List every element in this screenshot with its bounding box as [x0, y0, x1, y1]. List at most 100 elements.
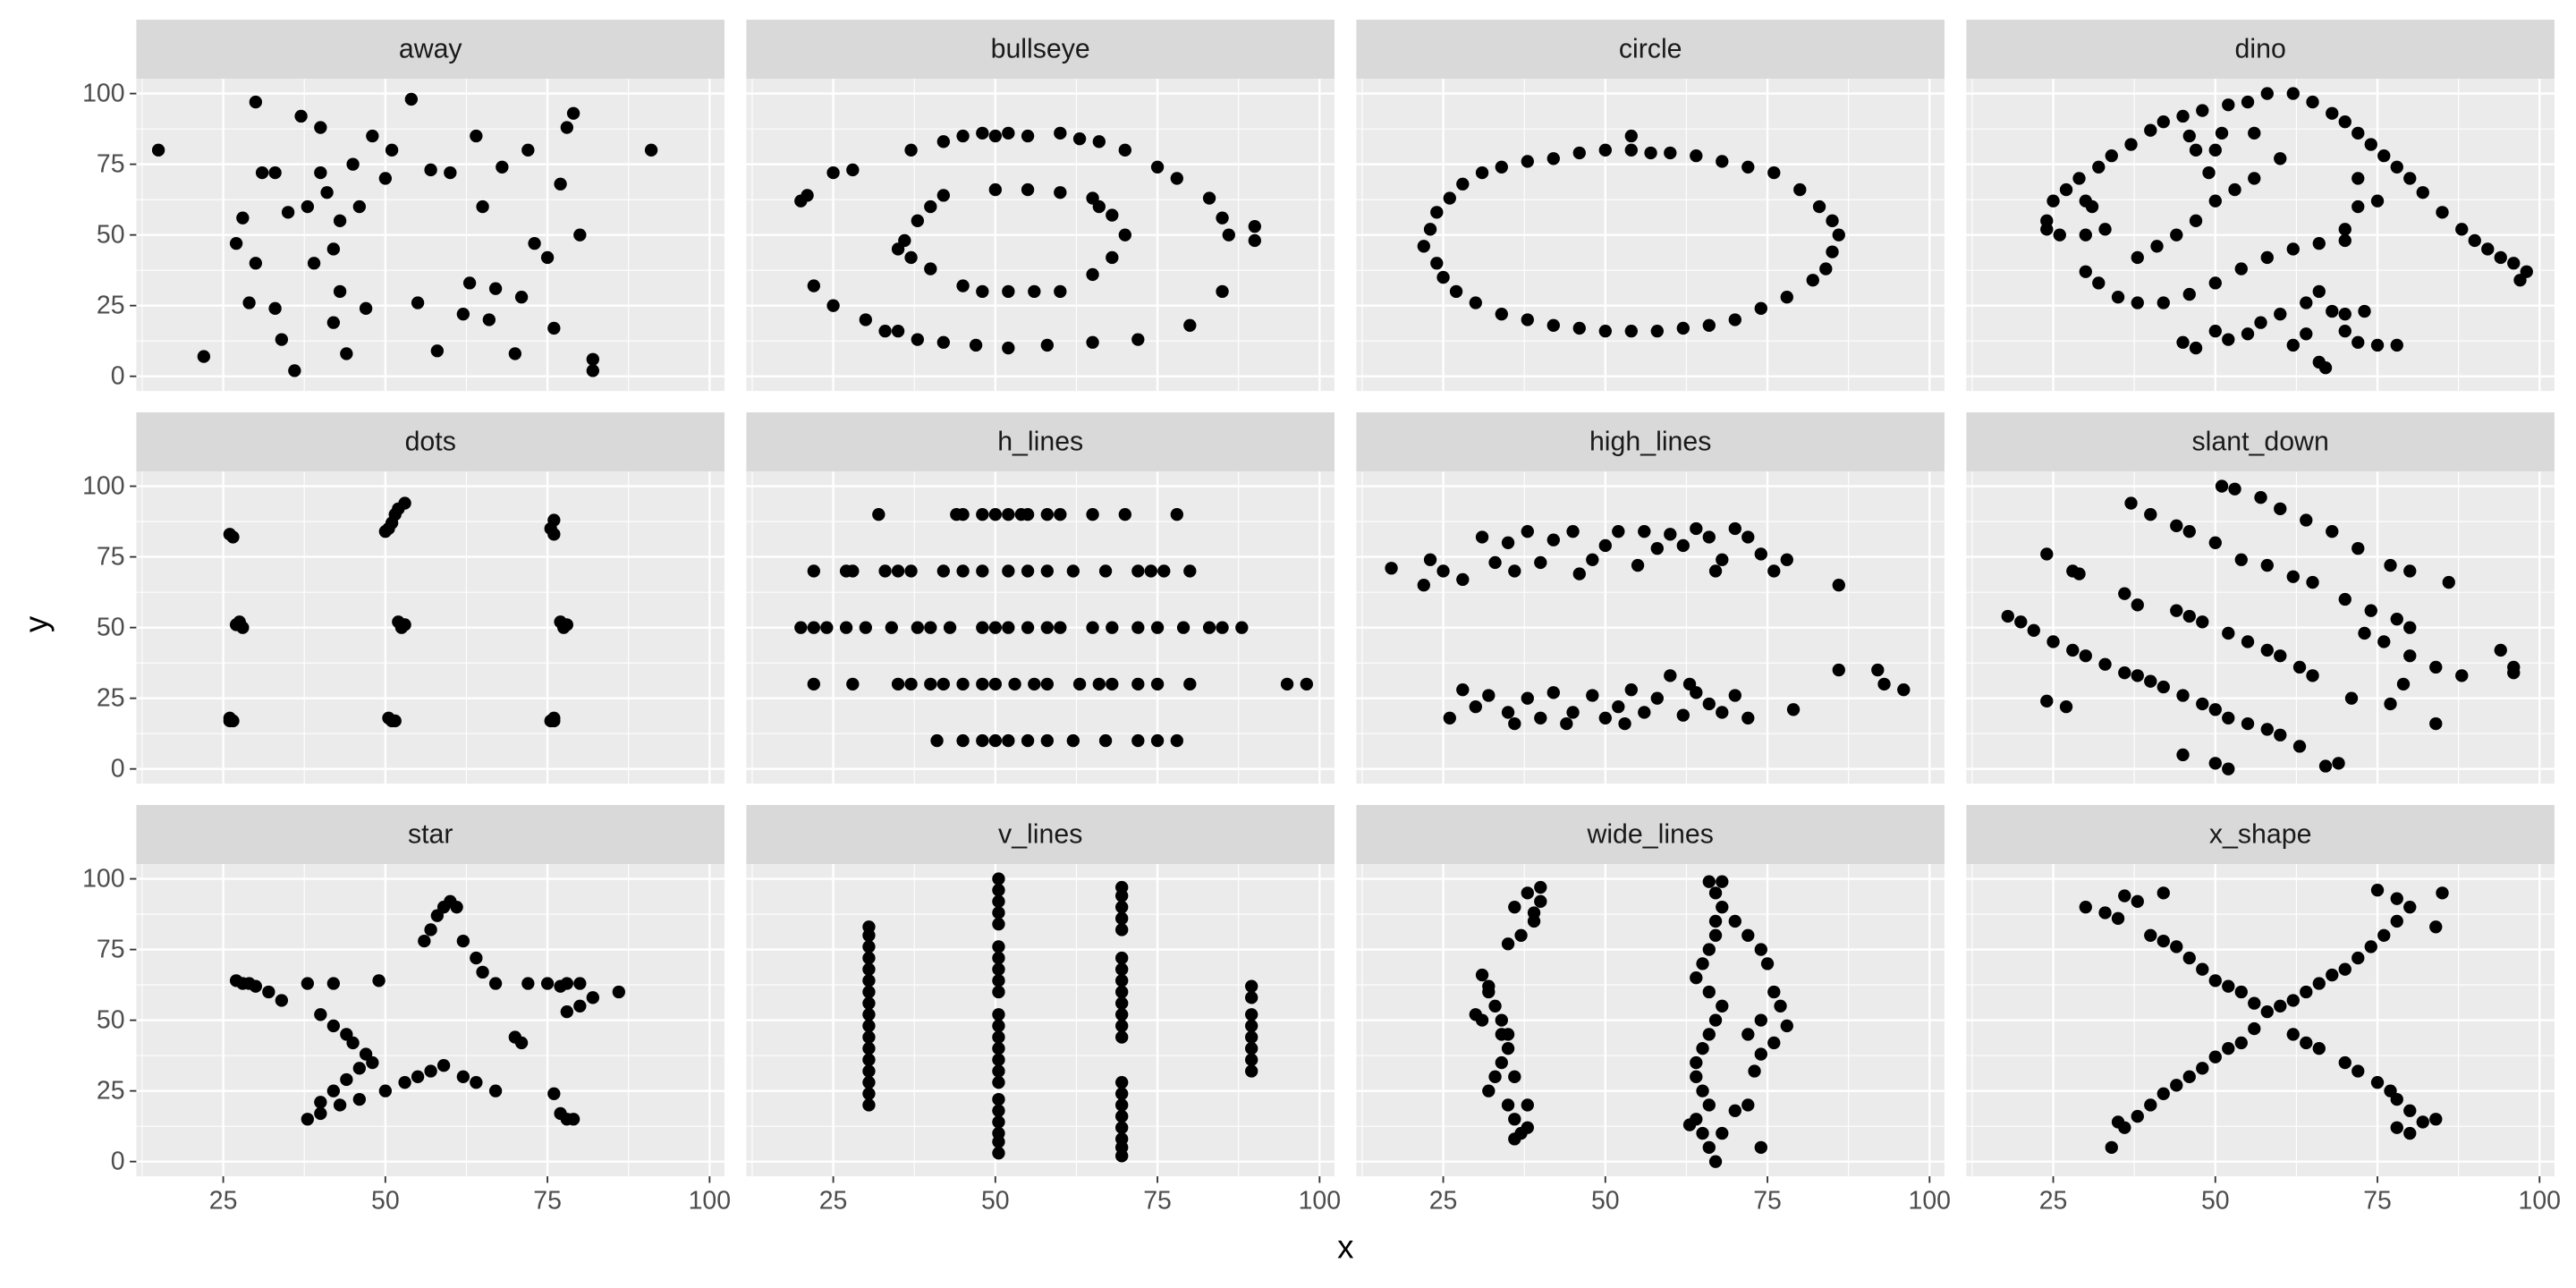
point: [1436, 564, 1450, 578]
point: [1449, 284, 1463, 299]
point: [1456, 683, 1470, 697]
point: [508, 347, 521, 360]
point: [307, 257, 321, 270]
point: [1002, 126, 1015, 140]
point: [2312, 977, 2326, 990]
point: [1521, 524, 1534, 538]
point: [2429, 1113, 2443, 1126]
point: [1521, 886, 1534, 900]
point: [2234, 553, 2248, 566]
point: [1115, 901, 1129, 914]
point: [1002, 508, 1015, 521]
point: [1812, 199, 1826, 214]
point: [911, 621, 924, 634]
point: [314, 121, 327, 134]
point: [2384, 558, 2397, 572]
point: [333, 284, 347, 299]
point: [2215, 126, 2229, 140]
point: [2326, 304, 2339, 318]
point: [1423, 223, 1437, 236]
point: [2222, 762, 2235, 775]
point: [2208, 757, 2222, 770]
point: [1741, 1098, 1755, 1112]
point: [2079, 265, 2092, 278]
point: [1115, 974, 1129, 987]
point: [2222, 333, 2235, 346]
point: [2059, 182, 2073, 197]
point: [268, 165, 282, 180]
point: [2118, 666, 2131, 680]
facet: circle: [1356, 20, 1945, 392]
point: [1696, 1042, 1709, 1055]
point: [1521, 1121, 1534, 1134]
point: [1115, 1087, 1129, 1100]
strip: [1966, 20, 2555, 80]
x-tick-label: 100: [1299, 1187, 1341, 1216]
point: [326, 316, 341, 329]
point: [2208, 194, 2222, 208]
point: [1040, 564, 1054, 578]
point: [2344, 691, 2359, 705]
point: [2098, 223, 2112, 236]
point: [2436, 206, 2449, 219]
point: [1115, 1030, 1129, 1044]
point: [1066, 733, 1080, 748]
point: [904, 677, 918, 691]
point: [2403, 1104, 2417, 1117]
point: [1728, 313, 1741, 326]
y-tick-label: 0: [111, 362, 125, 391]
point: [2274, 999, 2287, 1013]
point: [197, 350, 211, 363]
point: [2131, 669, 2144, 682]
point: [976, 508, 989, 521]
point: [2403, 564, 2417, 578]
point: [1767, 165, 1781, 180]
point: [1767, 564, 1781, 578]
point: [976, 733, 989, 748]
point: [2144, 1098, 2157, 1112]
point: [2079, 901, 2092, 914]
point: [2241, 95, 2255, 109]
point: [1716, 706, 1729, 719]
point: [1417, 240, 1430, 253]
point: [878, 324, 892, 338]
point: [1475, 530, 1489, 544]
point: [2144, 674, 2157, 688]
point: [1115, 962, 1129, 976]
point: [1495, 1028, 1508, 1041]
point: [992, 974, 1005, 987]
point: [314, 165, 327, 180]
point: [992, 1019, 1005, 1033]
x-tick-label: 100: [689, 1187, 731, 1216]
point: [1456, 177, 1470, 191]
point: [1716, 553, 1729, 566]
point: [846, 564, 860, 578]
y-tick-label: 25: [97, 292, 125, 320]
point: [1508, 1132, 1521, 1146]
point: [2234, 1036, 2248, 1050]
point: [314, 1096, 327, 1109]
strip-title: high_lines: [1589, 428, 1711, 457]
point: [992, 884, 1005, 897]
point: [1495, 307, 1508, 321]
point: [1664, 669, 1677, 682]
x-tick-label: 25: [819, 1187, 848, 1216]
point: [352, 1062, 367, 1075]
y-tick-label: 100: [82, 80, 124, 108]
point: [1072, 677, 1087, 691]
point: [924, 199, 937, 214]
point: [1786, 703, 1801, 716]
point: [2286, 1028, 2300, 1041]
point: [885, 621, 898, 634]
point: [1245, 1053, 1258, 1067]
point: [1002, 341, 1015, 355]
point: [1469, 1008, 1482, 1021]
point: [992, 1064, 1005, 1078]
strip-title: wide_lines: [1586, 820, 1713, 850]
point: [1157, 564, 1171, 578]
point: [1021, 182, 1035, 197]
point: [1638, 524, 1651, 538]
point: [2118, 1121, 2131, 1134]
point: [1572, 567, 1586, 580]
point: [1170, 172, 1183, 185]
